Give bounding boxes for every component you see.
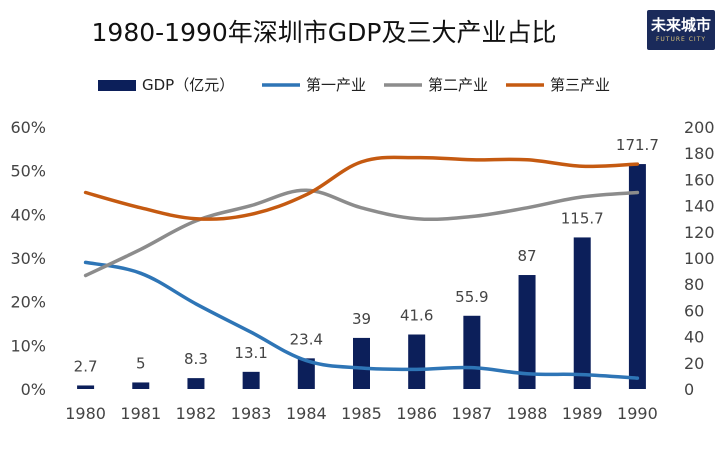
right-tick-label: 60: [684, 301, 704, 320]
gdp-bar: [518, 275, 536, 389]
left-tick-label: 0%: [21, 380, 46, 399]
right-tick-label: 120: [684, 223, 715, 242]
gdp-data-label: 39: [352, 310, 371, 328]
gdp-data-label: 13.1: [234, 344, 267, 362]
right-tick-label: 100: [684, 249, 715, 268]
gdp-data-label: 5: [136, 354, 146, 372]
left-tick-label: 60%: [10, 118, 46, 137]
gdp-bar: [408, 334, 426, 389]
right-tick-label: 200: [684, 118, 715, 137]
x-tick-label: 1984: [286, 404, 327, 423]
gdp-data-label: 2.7: [74, 357, 98, 375]
left-axis: 0% 10% 20% 30% 40% 50% 60%: [10, 118, 46, 399]
left-tick-label: 20%: [10, 293, 46, 312]
gdp-bar: [187, 378, 205, 389]
gdp-data-label: 87: [517, 247, 536, 265]
tertiary-industry-line: [83, 155, 640, 221]
right-axis: 0 20 40 60 80 100 120 140 160 180 200: [684, 118, 715, 399]
right-tick-label: 140: [684, 197, 715, 216]
gdp-data-label: 115.7: [561, 209, 604, 227]
gdp-bar: [242, 371, 260, 389]
gdp-data-label: 8.3: [184, 350, 208, 368]
gdp-data-label: 41.6: [400, 307, 433, 325]
x-tick-label: 1986: [396, 404, 437, 423]
gdp-bar: [77, 385, 95, 389]
left-tick-label: 30%: [10, 249, 46, 268]
left-tick-label: 10%: [10, 336, 46, 355]
gdp-bar: [463, 315, 481, 389]
logo-text: 未来城市: [651, 16, 712, 34]
legend-swatch-gdp: [98, 80, 136, 91]
x-tick-label: 1981: [120, 404, 161, 423]
secondary-industry-line: [83, 188, 640, 278]
right-tick-label: 80: [684, 275, 704, 294]
right-tick-label: 180: [684, 144, 715, 163]
x-tick-label: 1990: [617, 404, 658, 423]
legend-label-gdp: GDP（亿元）: [142, 76, 234, 94]
logo-subtext: FUTURE CITY: [655, 36, 707, 43]
chart-title: 1980-1990年深圳市GDP及三大产业占比: [92, 18, 557, 47]
right-tick-label: 0: [684, 380, 694, 399]
x-tick-label: 1988: [507, 404, 548, 423]
gdp-data-label: 171.7: [616, 136, 659, 154]
primary-industry-line: [83, 260, 640, 380]
legend: GDP（亿元） 第一产业 第二产业 第三产业: [98, 76, 610, 94]
gdp-bar: [353, 337, 370, 389]
x-tick-label: 1989: [562, 404, 603, 423]
right-tick-label: 20: [684, 354, 704, 373]
right-tick-label: 160: [684, 170, 715, 189]
x-tick-label: 1985: [341, 404, 382, 423]
left-tick-label: 50%: [10, 162, 46, 181]
legend-label: 第一产业: [306, 76, 366, 94]
legend-label: 第二产业: [428, 76, 488, 94]
gdp-data-label: 23.4: [290, 330, 323, 348]
gdp-bars: [77, 164, 646, 389]
gdp-bar: [132, 382, 150, 389]
x-tick-label: 1983: [231, 404, 272, 423]
gdp-data-labels: 2.7 5 8.3 13.1 23.4 39 41.6 55.9 87 115.7 171.7: [74, 136, 659, 375]
x-axis: 1980 1981 1982 1983 1984 1985 1986 1987 1988 1989…: [65, 404, 658, 423]
x-tick-label: 1987: [452, 404, 493, 423]
x-tick-label: 1980: [65, 404, 106, 423]
industry-lines: [83, 155, 640, 380]
gdp-bar: [628, 164, 646, 389]
left-tick-label: 40%: [10, 205, 46, 224]
right-tick-label: 40: [684, 328, 704, 347]
gdp-bar: [573, 237, 591, 389]
legend-label: 第三产业: [550, 76, 610, 94]
gdp-bar: [297, 358, 315, 389]
brand-logo: 未来城市 FUTURE CITY: [647, 10, 715, 50]
x-tick-label: 1982: [176, 404, 217, 423]
gdp-data-label: 55.9: [455, 288, 488, 306]
